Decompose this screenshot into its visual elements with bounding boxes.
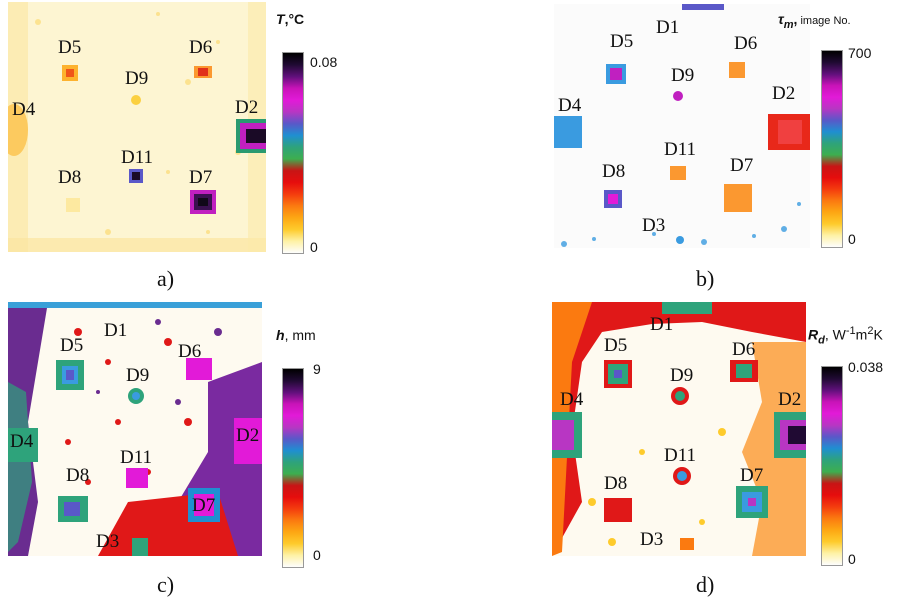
colorbar-unit: , bbox=[793, 11, 798, 27]
colorbar-symbol: R bbox=[808, 326, 819, 343]
colorbar-unit: ,°C bbox=[284, 11, 305, 27]
defect-label: D8 bbox=[66, 465, 90, 486]
colorbar-small-unit: image No. bbox=[797, 15, 851, 27]
caption-c: c) bbox=[157, 572, 175, 597]
defect-label: D2 bbox=[236, 425, 260, 446]
defect-label: D8 bbox=[58, 167, 82, 188]
colorbar-d bbox=[821, 366, 843, 566]
colorbar-title-b: τm, image No. bbox=[778, 12, 851, 31]
colorbar-title-d: Rd, W-1m2K bbox=[808, 326, 883, 346]
defect-label: D1 bbox=[656, 17, 680, 38]
defect-label: D11 bbox=[120, 447, 153, 468]
defect-label: D4 bbox=[560, 389, 584, 410]
defect-label: D5 bbox=[604, 335, 628, 356]
colorbar-unit3: K bbox=[873, 326, 883, 343]
defect-label: D7 bbox=[189, 167, 213, 188]
colorbar-sup2: 2 bbox=[867, 325, 874, 337]
defect-label: D11 bbox=[664, 139, 697, 160]
map-b-texture bbox=[554, 4, 810, 248]
defect-label: D1 bbox=[104, 320, 128, 341]
caption-a: a) bbox=[157, 266, 175, 291]
colorbar-sup1: -1 bbox=[845, 325, 856, 337]
defect-label: D3 bbox=[96, 531, 120, 552]
thermal-map-b: D1 D5 D6 D9 D4 D2 D11 D8 D7 D3 bbox=[554, 4, 810, 248]
colorbar-min-c: 0 bbox=[313, 547, 321, 563]
defect-label: D7 bbox=[730, 155, 754, 176]
defect-label: D8 bbox=[602, 161, 626, 182]
colorbar-sub: d bbox=[818, 334, 825, 347]
defect-label: D5 bbox=[58, 37, 82, 58]
defect-label: D2 bbox=[772, 83, 796, 104]
colorbar-unit: , mm bbox=[284, 327, 316, 343]
defect-label: D4 bbox=[10, 431, 34, 452]
defect-label: D5 bbox=[610, 31, 634, 52]
defect-label: D4 bbox=[558, 95, 582, 116]
defect-label: D2 bbox=[235, 97, 259, 118]
map-d-texture bbox=[552, 302, 806, 556]
colorbar-title-c: h, mm bbox=[276, 328, 316, 342]
defect-label: D4 bbox=[12, 99, 36, 120]
defect-label: D11 bbox=[664, 445, 697, 466]
colorbar-min-d: 0 bbox=[848, 551, 856, 567]
defect-label: D6 bbox=[732, 339, 756, 360]
defect-label: D5 bbox=[60, 335, 84, 356]
colorbar-min-b: 0 bbox=[848, 231, 856, 247]
defect-label: D7 bbox=[192, 495, 216, 516]
colorbar-max-d: 0.038 bbox=[848, 359, 884, 375]
defect-label: D9 bbox=[670, 365, 694, 386]
caption-b: b) bbox=[696, 266, 715, 291]
colorbar-unit: , W bbox=[824, 326, 846, 343]
defect-label: D9 bbox=[125, 68, 149, 89]
defect-label: D3 bbox=[642, 215, 666, 236]
defect-label: D1 bbox=[650, 314, 674, 335]
defect-label: D8 bbox=[604, 473, 628, 494]
colorbar-min-a: 0 bbox=[310, 239, 318, 255]
colorbar-c bbox=[282, 368, 304, 568]
defect-label: D2 bbox=[778, 389, 802, 410]
colorbar-max-b: 700 bbox=[848, 45, 872, 61]
colorbar-max-a: 0.08 bbox=[310, 54, 338, 70]
thermal-map-c: D1 D5 D6 D9 D4 D2 D11 D8 D7 D3 bbox=[8, 302, 262, 556]
thermal-map-d: D1 D5 D6 D9 D4 D2 D11 D8 D7 D3 bbox=[552, 302, 806, 556]
colorbar-title-a: T,°C bbox=[276, 12, 304, 26]
defect-label: D9 bbox=[671, 65, 695, 86]
defect-label: D6 bbox=[734, 33, 758, 54]
defect-label: D6 bbox=[189, 37, 213, 58]
panel-b: D1 D5 D6 D9 D4 D2 D11 D8 D7 D3 τm, image… bbox=[458, 0, 917, 300]
defect-label: D7 bbox=[740, 465, 764, 486]
caption-d: d) bbox=[696, 572, 715, 597]
colorbar-symbol: h bbox=[276, 327, 285, 343]
colorbar-b bbox=[821, 50, 843, 248]
colorbar-symbol: T bbox=[276, 11, 285, 27]
defect-label: D11 bbox=[121, 147, 154, 168]
defect-label: D6 bbox=[178, 341, 202, 362]
colorbar-unit2: m bbox=[855, 326, 868, 343]
colorbar-symbol: τ bbox=[778, 11, 784, 27]
colorbar-sub: m bbox=[783, 18, 794, 31]
colorbar-a bbox=[282, 52, 304, 254]
panel-a: D5 D6 D9 D4 D2 D11 D8 D7 T,°C 0.08 0 a) bbox=[0, 0, 450, 300]
defect-label: D9 bbox=[126, 365, 150, 386]
map-a-texture bbox=[8, 2, 266, 252]
panel-c: D1 D5 D6 D9 D4 D2 D11 D8 D7 D3 h, mm 9 0… bbox=[0, 300, 450, 601]
defect-label: D3 bbox=[640, 529, 664, 550]
thermal-map-a: D5 D6 D9 D4 D2 D11 D8 D7 bbox=[8, 2, 266, 252]
panel-d: D1 D5 D6 D9 D4 D2 D11 D8 D7 D3 Rd, W-1m2… bbox=[458, 300, 917, 601]
map-c-texture bbox=[8, 302, 262, 556]
colorbar-max-c: 9 bbox=[313, 361, 321, 377]
